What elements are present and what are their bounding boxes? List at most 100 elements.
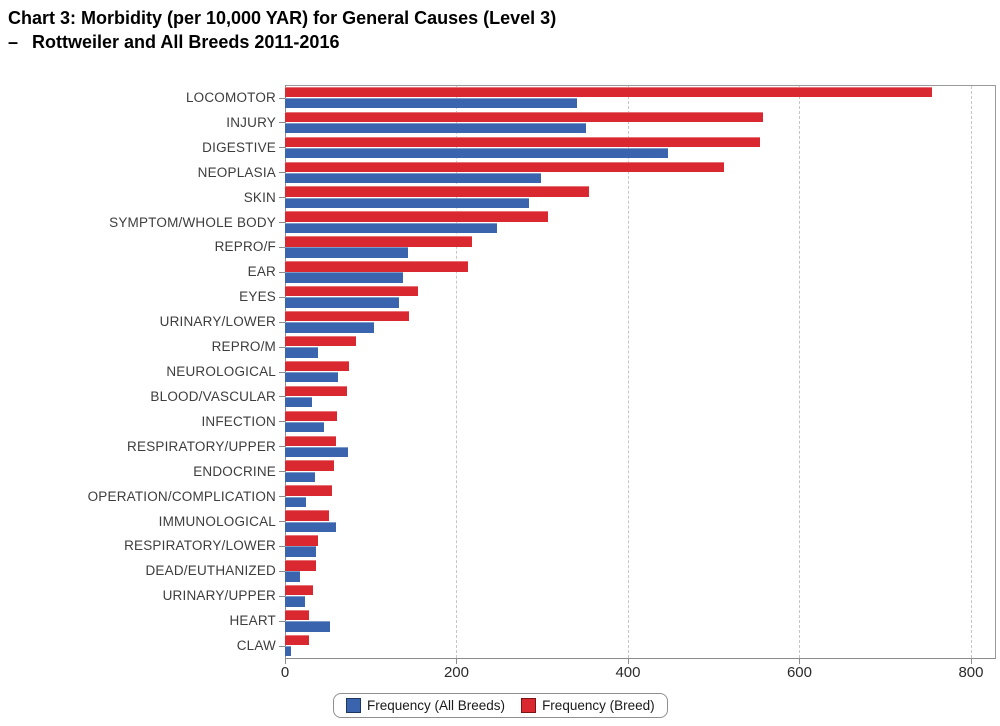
legend-item-all-breeds: Frequency (All Breeds) <box>346 698 505 713</box>
category-label: SYMPTOM/WHOLE BODY <box>109 214 276 230</box>
bar-breed <box>285 261 468 272</box>
category-label: SKIN <box>243 189 276 205</box>
legend: Frequency (All Breeds) Frequency (Breed) <box>333 693 668 718</box>
y-tick <box>279 172 285 174</box>
chart-subtitle-text: Rottweiler and All Breeds 2011-2016 <box>32 32 340 52</box>
y-tick <box>279 296 285 298</box>
x-tick-0 <box>285 659 286 664</box>
category-label: NEUROLOGICAL <box>166 364 276 380</box>
plot-frame-right-border <box>995 85 996 659</box>
y-tick <box>279 321 285 323</box>
bar-breed <box>285 485 333 496</box>
y-tick <box>279 570 285 572</box>
y-tick <box>279 346 285 348</box>
bar-breed <box>285 86 933 98</box>
bar-breed <box>285 161 725 172</box>
bar-all-breeds <box>285 197 529 209</box>
plot-frame-top-border <box>285 85 996 86</box>
category-label: DEAD/EUTHANIZED <box>145 563 276 579</box>
category-label: HEART <box>229 613 276 629</box>
bar-all-breeds <box>285 372 339 383</box>
bar-all-breeds <box>285 396 313 408</box>
chart-title: Chart 3: Morbidity (per 10,000 YAR) for … <box>8 6 556 54</box>
x-tick-label-800: 800 <box>958 664 984 681</box>
legend-item-breed: Frequency (Breed) <box>521 698 655 713</box>
y-tick <box>279 122 285 124</box>
bar-breed <box>285 634 309 646</box>
y-tick <box>279 396 285 398</box>
gridline-400 <box>627 86 629 658</box>
y-tick <box>279 595 285 597</box>
bar-all-breeds <box>285 521 337 532</box>
y-tick <box>279 446 285 448</box>
chart-title-line2: – Rottweiler and All Breeds 2011-2016 <box>8 30 556 54</box>
category-label: REPRO/M <box>211 339 276 355</box>
bar-all-breeds <box>285 247 409 258</box>
y-tick <box>279 371 285 373</box>
y-tick <box>279 147 285 149</box>
bar-all-breeds <box>285 471 315 483</box>
category-label: EYES <box>239 289 276 305</box>
category-label: ENDOCRINE <box>193 463 276 479</box>
bar-breed <box>285 236 472 247</box>
category-label: BLOOD/VASCULAR <box>150 388 276 404</box>
legend-label-breed: Frequency (Breed) <box>542 698 655 713</box>
bar-all-breeds <box>285 122 586 134</box>
category-label: NEOPLASIA <box>197 164 276 180</box>
chart-title-line1: Chart 3: Morbidity (per 10,000 YAR) for … <box>8 8 557 28</box>
x-tick-600 <box>799 659 801 664</box>
x-tick-label-0: 0 <box>280 664 290 681</box>
y-tick <box>279 421 285 423</box>
bar-breed <box>285 609 309 621</box>
bar-breed <box>285 311 410 322</box>
category-label: LOCOMOTOR <box>185 90 276 105</box>
category-label: URINARY/LOWER <box>159 314 276 330</box>
bar-all-breeds <box>285 421 325 433</box>
title-dash: – <box>8 32 19 52</box>
category-label: CLAW <box>236 638 276 654</box>
y-tick <box>279 545 285 547</box>
bar-breed <box>285 435 336 446</box>
y-tick <box>279 496 285 498</box>
bar-all-breeds <box>285 172 542 184</box>
bar-all-breeds <box>285 347 318 358</box>
bar-breed <box>285 136 761 148</box>
bar-all-breeds <box>285 546 316 557</box>
category-label: OPERATION/COMPLICATION <box>87 488 276 504</box>
all-breeds-swatch-icon <box>346 698 361 713</box>
y-axis-line <box>285 85 286 659</box>
y-tick <box>279 620 285 622</box>
category-label: RESPIRATORY/LOWER <box>124 538 276 554</box>
category-label: RESPIRATORY/UPPER <box>127 438 276 454</box>
bar-breed <box>285 360 350 372</box>
category-label: REPRO/F <box>214 239 276 255</box>
category-label: URINARY/UPPER <box>162 588 276 604</box>
bar-breed <box>285 186 589 197</box>
bar-all-breeds <box>285 147 669 159</box>
bar-breed <box>285 286 418 297</box>
x-axis-line <box>285 658 996 659</box>
bar-breed <box>285 410 338 422</box>
category-label: IMMUNOLOGICAL <box>158 513 276 529</box>
x-tick-800 <box>970 659 972 664</box>
bar-breed <box>285 111 763 123</box>
category-label: INJURY <box>226 114 276 130</box>
bar-breed <box>285 510 329 521</box>
bar-all-breeds <box>285 621 331 632</box>
y-tick <box>279 645 285 647</box>
bar-breed <box>285 335 357 347</box>
y-tick <box>279 271 285 273</box>
x-tick-400 <box>627 659 629 664</box>
category-label: DIGESTIVE <box>202 139 276 155</box>
x-tick-200 <box>456 659 458 664</box>
x-tick-label-400: 400 <box>615 664 641 681</box>
gridline-600 <box>799 86 801 658</box>
y-tick <box>279 471 285 473</box>
gridline-800 <box>970 86 972 658</box>
bar-breed <box>285 560 316 571</box>
x-tick-label-200: 200 <box>443 664 469 681</box>
bar-all-breeds <box>285 222 497 233</box>
bar-all-breeds <box>285 496 306 507</box>
breed-swatch-icon <box>521 698 537 713</box>
